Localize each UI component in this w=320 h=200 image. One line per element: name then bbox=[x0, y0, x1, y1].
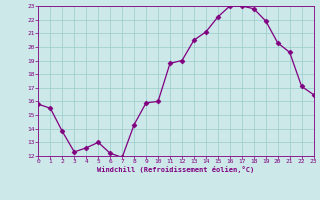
X-axis label: Windchill (Refroidissement éolien,°C): Windchill (Refroidissement éolien,°C) bbox=[97, 166, 255, 173]
